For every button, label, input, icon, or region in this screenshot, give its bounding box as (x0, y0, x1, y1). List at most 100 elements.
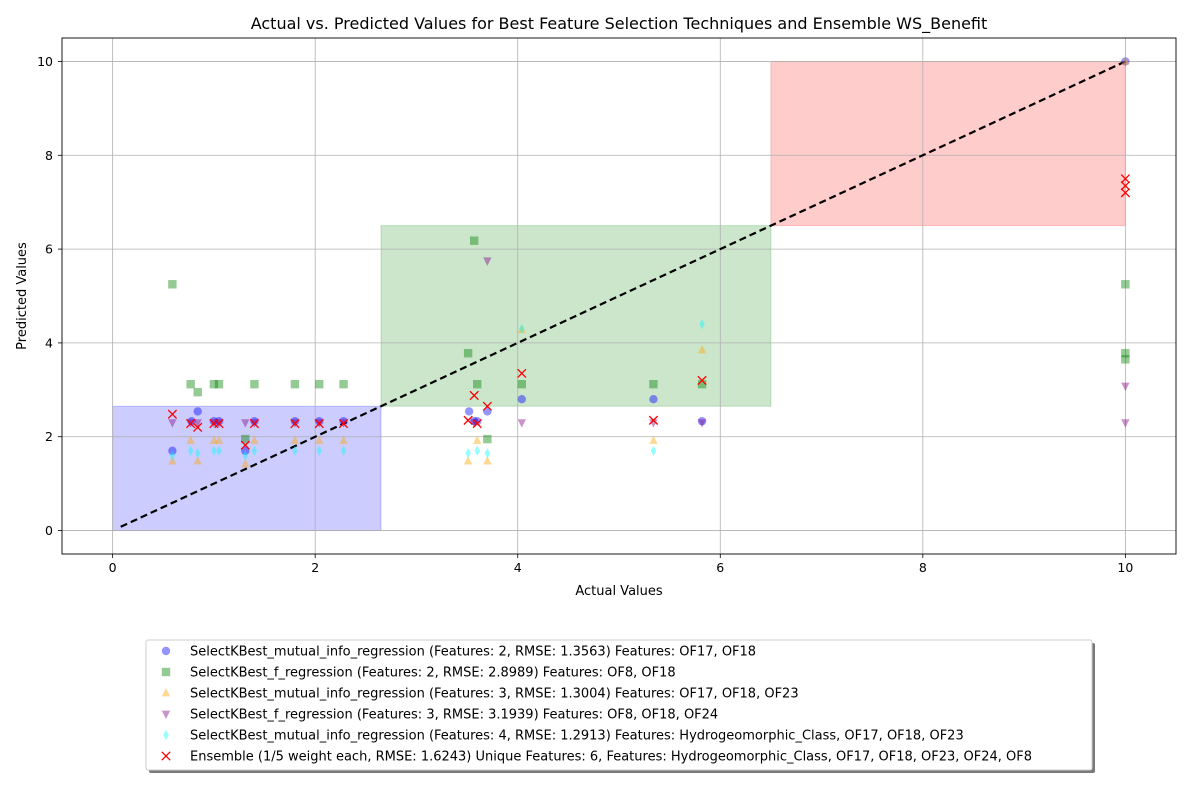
data-point (469, 390, 479, 401)
data-point (483, 257, 492, 266)
data-point (339, 379, 348, 389)
x-tick-label: 6 (716, 560, 724, 575)
legend-marker (161, 646, 171, 656)
data-point (193, 456, 202, 465)
data-point (290, 379, 300, 389)
legend-entry: SelectKBest_mutual_info_regression (Feat… (190, 729, 964, 744)
data-point (193, 387, 202, 397)
y-tick-label: 8 (45, 148, 53, 163)
data-point (1120, 174, 1131, 184)
legend-entry: Ensemble (1/5 weight each, RMSE: 1.6243)… (190, 750, 1032, 765)
data-point (290, 435, 300, 444)
perfect-prediction-line (120, 60, 1126, 528)
data-point (167, 409, 178, 419)
data-point (1121, 355, 1130, 364)
data-point (169, 450, 176, 461)
legend-box (145, 639, 1093, 771)
y-tick-label: 0 (45, 523, 53, 538)
data-point (290, 418, 300, 429)
data-point (216, 445, 222, 456)
legend-entry: SelectKBest_mutual_info_regression (Feat… (190, 687, 799, 702)
data-point (339, 435, 348, 444)
data-point (209, 379, 219, 389)
legend-entry: SelectKBest_f_regression (Features: 2, R… (190, 666, 676, 681)
data-point (463, 349, 473, 358)
series-2 (168, 56, 1130, 468)
chart-title: Actual vs. Predicted Values for Best Fea… (251, 14, 988, 34)
data-point (241, 458, 250, 468)
data-point (315, 435, 324, 444)
data-point (697, 344, 707, 354)
data-point (168, 456, 177, 465)
y-tick-label: 10 (37, 54, 53, 69)
data-point (168, 419, 177, 428)
data-point (250, 379, 259, 389)
data-point (474, 445, 480, 456)
data-point (251, 445, 258, 456)
data-point (168, 446, 177, 455)
y-tick-label: 6 (45, 242, 53, 257)
data-point (186, 435, 195, 444)
legend: SelectKBest_mutual_info_regression (Feat… (145, 639, 1095, 773)
data-point (209, 417, 219, 426)
data-point (314, 418, 324, 429)
y-tick-label: 4 (45, 335, 53, 350)
data-point (214, 435, 224, 444)
data-point (463, 456, 473, 465)
data-point (473, 417, 482, 426)
data-point (250, 435, 259, 444)
data-point (1121, 56, 1130, 65)
data-point (241, 419, 250, 428)
data-point (209, 435, 219, 444)
legend-entry: SelectKBest_mutual_info_regression (Feat… (190, 645, 756, 660)
data-point (649, 379, 658, 389)
data-point (250, 417, 259, 426)
data-point (315, 379, 324, 389)
data-point (1121, 349, 1130, 358)
x-axis-label: Actual Values (575, 584, 663, 599)
series-1 (168, 236, 1130, 444)
data-point (338, 418, 349, 429)
data-point (214, 417, 224, 426)
data-point (517, 395, 526, 404)
data-point (699, 318, 705, 330)
data-point (193, 419, 202, 428)
data-point (241, 434, 250, 444)
data-point (339, 417, 348, 426)
data-point (469, 236, 479, 245)
data-point (315, 417, 324, 426)
series-4 (169, 318, 705, 461)
data-point (1120, 181, 1131, 191)
plot-frame (61, 37, 1177, 555)
data-point (483, 434, 492, 444)
data-point (1121, 57, 1130, 66)
data-point (697, 417, 707, 426)
data-point (483, 456, 492, 465)
data-point (185, 418, 196, 429)
data-point (649, 395, 658, 404)
x-tick-label: 10 (1117, 560, 1133, 575)
data-point (648, 415, 659, 425)
data-point (469, 419, 479, 428)
data-point (193, 407, 202, 416)
data-point (211, 445, 217, 456)
legend-marker (161, 710, 171, 719)
data-point (517, 419, 526, 428)
legend-marker (161, 667, 171, 677)
data-point (697, 375, 707, 386)
data-point (649, 435, 658, 444)
data-point (186, 379, 195, 389)
data-point (241, 446, 250, 455)
legend-marker (161, 688, 171, 697)
data-point (187, 445, 194, 456)
plot-area: 0 2 4 6 8 10 0 2 4 6 8 10 (37, 37, 1177, 575)
data-point (168, 280, 177, 289)
data-point (290, 417, 300, 426)
legend-entry: SelectKBest_f_regression (Features: 3, R… (190, 708, 718, 723)
series-0 (168, 57, 1130, 455)
x-tick-label: 8 (919, 560, 927, 575)
x-tick-label: 2 (311, 560, 319, 575)
x-tick-label: 0 (109, 560, 117, 575)
legend-marker (163, 729, 169, 741)
data-point (473, 435, 482, 444)
